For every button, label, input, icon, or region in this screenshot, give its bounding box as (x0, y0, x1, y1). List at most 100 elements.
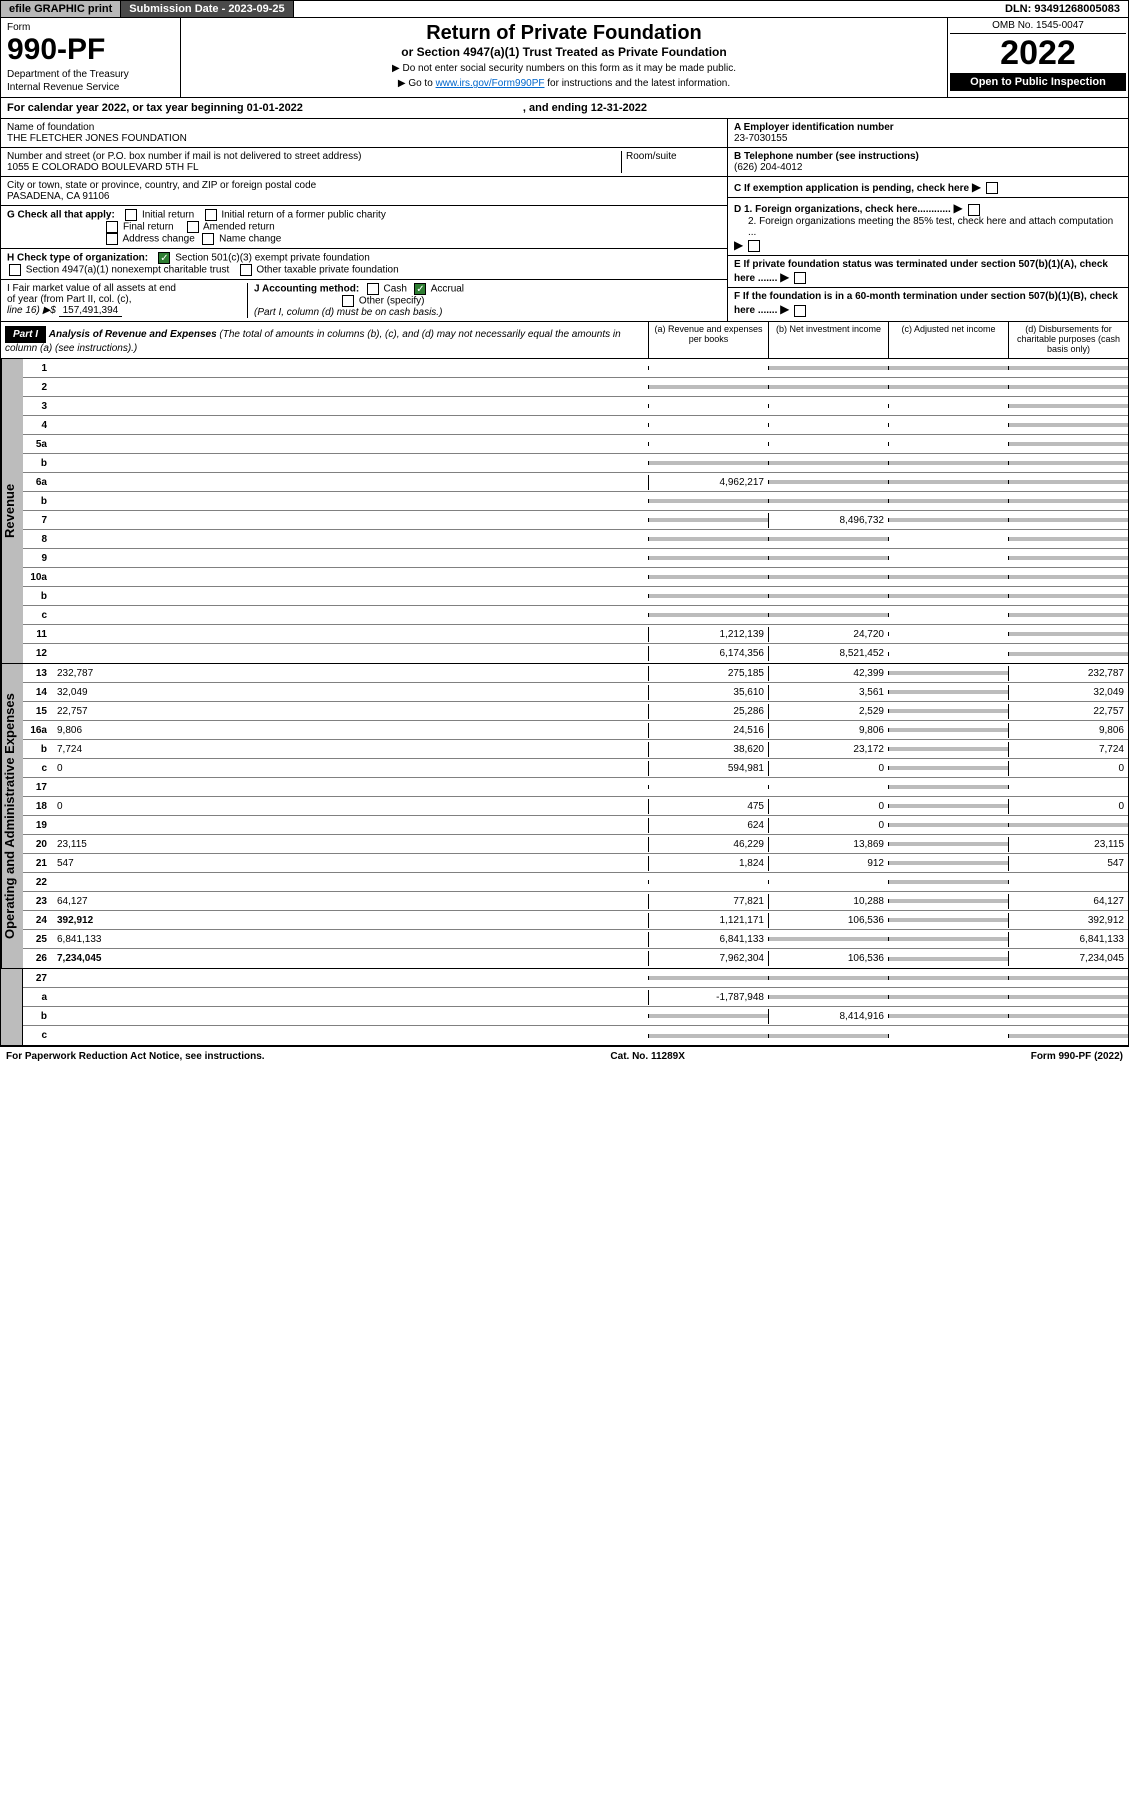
cell-col-c (888, 556, 1008, 560)
cell-col-a: 624 (648, 818, 768, 833)
row-number: 6a (23, 477, 55, 488)
section-f: F If the foundation is in a 60-month ter… (728, 288, 1128, 319)
row-description (55, 976, 648, 980)
row-description: 0 (55, 761, 648, 776)
row-description (55, 537, 648, 541)
j-label: J Accounting method: (254, 284, 359, 295)
table-row: 256,841,1336,841,1336,841,133 (23, 930, 1128, 949)
chk-cash[interactable] (367, 283, 379, 295)
row-description: 32,049 (55, 685, 648, 700)
cell-col-a (648, 537, 768, 541)
cell-col-a: 25,286 (648, 704, 768, 719)
table-row: c (23, 1026, 1128, 1045)
cell-col-d (1008, 613, 1128, 617)
cell-col-c (888, 899, 1008, 903)
cell-col-a (648, 499, 768, 503)
row-number: 14 (23, 687, 55, 698)
cell-col-a: 6,841,133 (648, 932, 768, 947)
row-description (55, 880, 648, 884)
cell-col-d (1008, 461, 1128, 465)
row-description (55, 1014, 648, 1018)
info-right: A Employer identification number 23-7030… (728, 119, 1128, 321)
table-row: b7,72438,62023,1727,724 (23, 740, 1128, 759)
chk-amended[interactable] (187, 221, 199, 233)
chk-501c3[interactable] (158, 252, 170, 264)
chk-4947[interactable] (9, 264, 21, 276)
chk-name-change[interactable] (202, 233, 214, 245)
row-number: 16a (23, 725, 55, 736)
cal-end: , and ending 12-31-2022 (523, 102, 647, 114)
chk-other-taxable[interactable] (240, 264, 252, 276)
row-number: 9 (23, 553, 55, 564)
cell-col-c (888, 690, 1008, 694)
cell-col-c (888, 499, 1008, 503)
chk-foreign-org[interactable] (968, 204, 980, 216)
row-description: 22,757 (55, 704, 648, 719)
name-label: Name of foundation (7, 122, 721, 133)
cell-col-a (648, 442, 768, 446)
cell-col-b: 0 (768, 761, 888, 776)
row-number: 8 (23, 534, 55, 545)
chk-initial-return[interactable] (125, 209, 137, 221)
table-row: 18047500 (23, 797, 1128, 816)
row-description (55, 556, 648, 560)
part1-header-row: Part I Analysis of Revenue and Expenses … (0, 322, 1129, 359)
row-number: b (23, 591, 55, 602)
cell-col-b (768, 613, 888, 617)
cell-col-a: 7,962,304 (648, 951, 768, 966)
col-b-header: (b) Net investment income (768, 322, 888, 358)
table-row: 24392,9121,121,171106,536392,912 (23, 911, 1128, 930)
chk-exemption-pending[interactable] (986, 182, 998, 194)
cell-col-d (1008, 518, 1128, 522)
info-block: Name of foundation THE FLETCHER JONES FO… (0, 119, 1129, 322)
d2-label: 2. Foreign organizations meeting the 85%… (734, 216, 1122, 238)
cell-col-d: 7,724 (1008, 742, 1128, 757)
cell-col-d: 392,912 (1008, 913, 1128, 928)
table-row: 27 (23, 969, 1128, 988)
irs-link[interactable]: www.irs.gov/Form990PF (436, 78, 545, 89)
efile-button[interactable]: efile GRAPHIC print (1, 1, 121, 17)
chk-accrual[interactable] (414, 283, 426, 295)
section-g: G Check all that apply: Initial return I… (1, 206, 727, 249)
chk-60month[interactable] (794, 305, 806, 317)
row-number: 7 (23, 515, 55, 526)
row-description: 6,841,133 (55, 932, 648, 947)
cell-col-a (648, 594, 768, 598)
cell-col-c (888, 575, 1008, 579)
cell-col-d: 6,841,133 (1008, 932, 1128, 947)
fair-market-value: 157,491,394 (59, 305, 123, 317)
cell-col-a: 4,962,217 (648, 475, 768, 490)
footer-left: For Paperwork Reduction Act Notice, see … (6, 1051, 265, 1062)
addr-label: Number and street (or P.O. box number if… (7, 151, 621, 162)
cell-col-c (888, 918, 1008, 922)
dln-label: DLN: 93491268005083 (997, 1, 1128, 17)
cell-col-c (888, 518, 1008, 522)
chk-address-change[interactable] (106, 233, 118, 245)
cell-col-a: 35,610 (648, 685, 768, 700)
table-row: b8,414,916 (23, 1007, 1128, 1026)
opt-4947: Section 4947(a)(1) nonexempt charitable … (26, 265, 229, 276)
chk-terminated[interactable] (794, 272, 806, 284)
row-number: 11 (23, 629, 55, 640)
chk-85pct[interactable] (748, 240, 760, 252)
cell-col-c (888, 785, 1008, 789)
cell-col-d (1008, 995, 1128, 999)
chk-other-method[interactable] (342, 295, 354, 307)
note2-pre: ▶ Go to (398, 78, 436, 89)
cell-col-a: -1,787,948 (648, 990, 768, 1005)
chk-final-return[interactable] (106, 221, 118, 233)
cell-col-d: 547 (1008, 856, 1128, 871)
open-inspection: Open to Public Inspection (950, 73, 1126, 91)
cell-col-d: 0 (1008, 799, 1128, 814)
section-e: E If private foundation status was termi… (728, 256, 1128, 288)
cell-col-c (888, 937, 1008, 941)
cell-col-a: 475 (648, 799, 768, 814)
cell-col-b: 8,521,452 (768, 646, 888, 661)
row-number: 26 (23, 953, 55, 964)
row-number: 19 (23, 820, 55, 831)
chk-initial-former[interactable] (205, 209, 217, 221)
row-description (55, 366, 648, 370)
cell-col-b (768, 556, 888, 560)
tax-year: 2022 (950, 34, 1126, 73)
address-cell: Number and street (or P.O. box number if… (1, 148, 727, 177)
